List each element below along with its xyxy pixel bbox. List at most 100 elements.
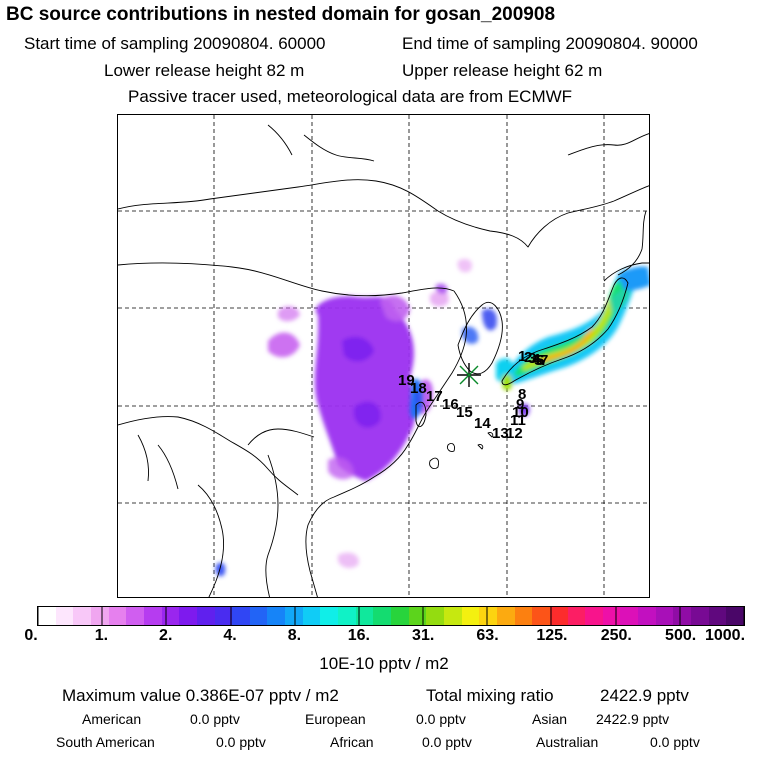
trajectory-label: 2 [524, 349, 532, 366]
colorbar-tick-label: 4. [223, 627, 237, 644]
coastlines [118, 124, 649, 597]
trajectory-label: 4 [532, 351, 541, 368]
colorbar-swatch [426, 607, 444, 625]
colorbar-swatch [532, 607, 550, 625]
trajectory-label: 14 [474, 415, 491, 432]
colorbar-swatch [709, 607, 726, 625]
trajectory-label: 10 [512, 404, 529, 421]
colorbar-tick-label: 8. [287, 627, 302, 644]
colorbar-swatch [162, 607, 179, 625]
colorbar-swatch [338, 607, 356, 625]
total-mixing-label: Total mixing ratio [426, 686, 554, 705]
trajectory-labels: 19 18 17 16 15 14 13 12 11 10 9 8 1 2 3 … [398, 348, 548, 442]
end-time-label: End time of sampling 20090804. 90000 [402, 34, 698, 53]
colorbar-swatch [673, 607, 691, 625]
colorbar-swatch [391, 607, 409, 625]
colorbar-tick-label: 2. [159, 627, 173, 644]
colorbar-units: 10E-10 pptv / m2 [319, 654, 449, 673]
colorbar-swatch [691, 607, 709, 625]
colorbar-swatch [656, 607, 673, 625]
tracer-note: Passive tracer used, meteorological data… [128, 87, 573, 106]
asian-label: Asian [532, 711, 568, 727]
colorbar-swatch [109, 607, 126, 625]
colorbar-swatch [409, 607, 426, 625]
colorbar-swatch [303, 607, 320, 625]
colorbar [37, 606, 745, 626]
trajectory-label: 17 [426, 388, 443, 405]
african-value: 0.0 pptv [422, 734, 472, 750]
colorbar-swatch [320, 607, 338, 625]
colorbar-swatch [356, 607, 373, 625]
colorbar-swatch [38, 607, 56, 625]
colorbar-swatch [638, 607, 656, 625]
total-mixing-value: 2422.9 pptv [600, 686, 689, 705]
trajectory-label: 13 [492, 425, 509, 442]
colorbar-swatch [215, 607, 232, 625]
upper-release-label: Upper release height 62 m [402, 61, 603, 80]
colorbar-swatch [568, 607, 585, 625]
colorbar-swatch [515, 607, 532, 625]
colorbar-swatch [197, 607, 215, 625]
colorbar-swatch [56, 607, 73, 625]
colorbar-swatch [250, 607, 267, 625]
trajectory-label: 15 [456, 404, 473, 421]
colorbar-swatches [37, 607, 745, 625]
colorbar-tick-label: 1000. [704, 627, 746, 644]
colorbar-swatch [726, 607, 744, 625]
coastal-hotspots [410, 308, 497, 419]
trajectory-label: 11 [510, 412, 526, 429]
trajectory-label: 16 [442, 396, 459, 413]
south-american-value: 0.0 pptv [216, 734, 266, 750]
map-canvas: 19 18 17 16 15 14 13 12 11 10 9 8 1 2 3 … [118, 115, 649, 597]
colorbar-swatch [73, 607, 91, 625]
south-american-label: South American [56, 734, 155, 750]
trajectory-label: 7 [540, 352, 548, 369]
colorbar-swatch [550, 607, 568, 625]
european-value: 0.0 pptv [416, 711, 466, 727]
colorbar-swatch [620, 607, 638, 625]
figure-title: BC source contributions in nested domain… [6, 4, 556, 25]
australian-label: Australian [536, 734, 599, 750]
colorbar-tick-label: 500. [665, 627, 697, 644]
colorbar-swatch [479, 607, 497, 625]
trajectory-label: 9 [516, 396, 524, 413]
trajectory-label: 18 [410, 380, 427, 397]
colorbar-swatch [603, 607, 620, 625]
colorbar-swatch [462, 607, 479, 625]
map-panel: 19 18 17 16 15 14 13 12 11 10 9 8 1 2 3 … [117, 114, 650, 598]
lower-release-label: Lower release height 82 m [104, 61, 305, 80]
colorbar-swatch [126, 607, 144, 625]
colorbar-swatch [179, 607, 197, 625]
european-label: European [305, 711, 366, 727]
contribution-field [268, 258, 473, 568]
american-label: American [82, 711, 142, 727]
colorbar-swatch [497, 607, 515, 625]
colorbar-swatch [585, 607, 603, 625]
colorbar-swatch [285, 607, 303, 625]
colorbar-tick-label: 0. [24, 627, 38, 644]
asian-value: 2422.9 pptv [596, 711, 670, 727]
trajectory-label: 1 [518, 348, 526, 365]
japan-contribution [215, 266, 649, 577]
colorbar-swatch [91, 607, 109, 625]
colorbar-swatch [444, 607, 462, 625]
african-label: African [330, 734, 374, 750]
colorbar-tick-label: 63. [476, 627, 499, 644]
trajectory-label: 6 [536, 352, 544, 369]
max-value-label: Maximum value 0.386E-07 pptv / m2 [62, 686, 339, 705]
trajectory-label: 8 [518, 386, 526, 403]
american-value: 0.0 pptv [190, 711, 240, 727]
colorbar-tick-label: 16. [347, 627, 370, 644]
colorbar-tick-label: 125. [536, 627, 568, 644]
colorbar-swatch [267, 607, 285, 625]
colorbar-swatch [373, 607, 391, 625]
trajectory-label: 5 [534, 352, 542, 369]
colorbar-ticks: 0. 1. 2. 4. 8. 16. 31. 63. 125. 250. 500. 1000. [0, 627, 768, 649]
trajectory-label: 19 [398, 372, 415, 389]
receptor-star-icon [457, 363, 481, 387]
trajectory-label: 12 [506, 425, 523, 442]
start-time-label: Start time of sampling 20090804. 60000 [24, 34, 326, 53]
trajectory-label: 3 [528, 350, 536, 367]
australian-value: 0.0 pptv [650, 734, 700, 750]
colorbar-swatch [232, 607, 250, 625]
